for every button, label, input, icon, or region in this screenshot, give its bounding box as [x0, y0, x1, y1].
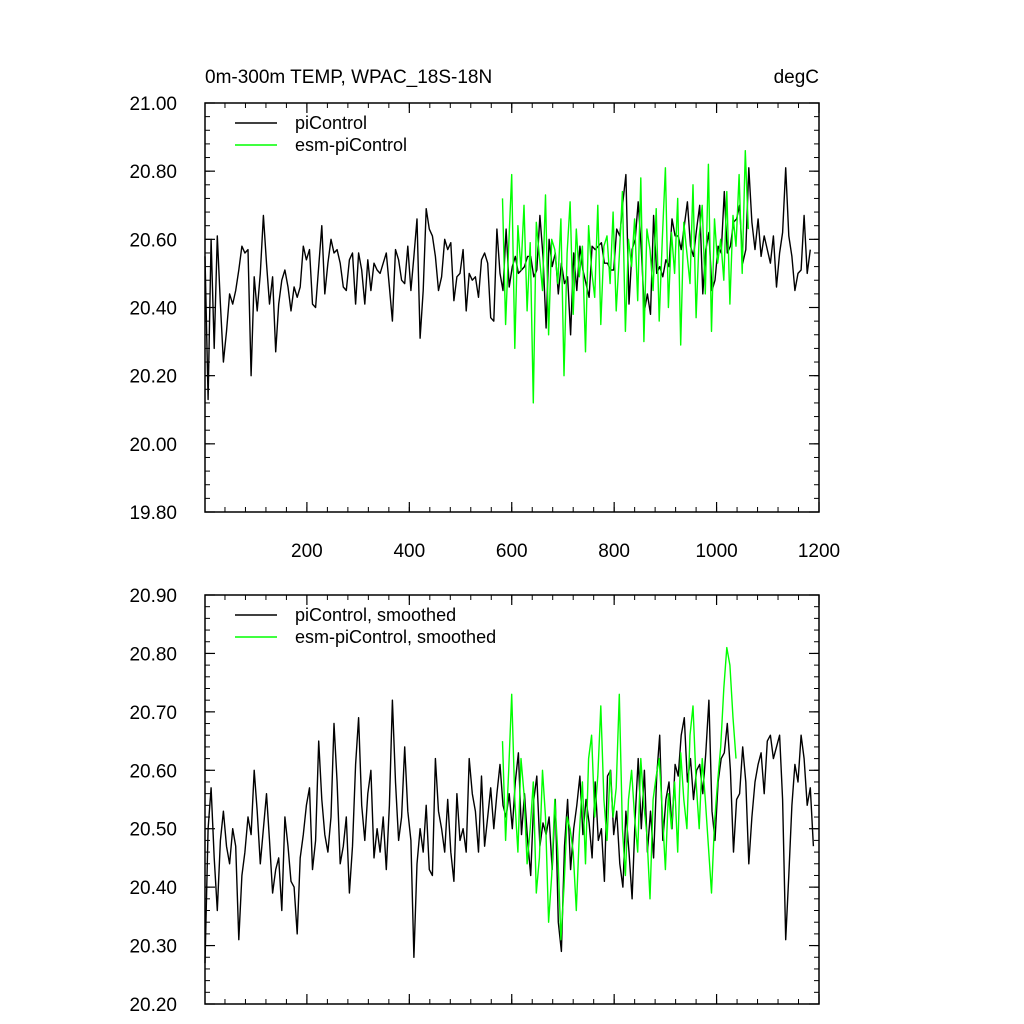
- bottom-series-line-esm-picontrol: [501, 646, 737, 941]
- bottom-ytick-label: 20.50: [129, 820, 177, 841]
- bottom-ytick-label: 20.60: [129, 761, 177, 782]
- bottom-ytick-label: 20.30: [129, 937, 177, 958]
- bottom-ytick-label: 20.80: [129, 644, 177, 665]
- bottom-series-line-picontrol: [204, 699, 815, 964]
- top-panel: 19.80 20.00 20.20 20.40 20.60 20.80 21.00 200 40…: [129, 94, 840, 562]
- bottom-series-lines: [204, 646, 815, 964]
- bottom-legend-label: esm-piControl, smoothed: [295, 627, 496, 647]
- top-ytick-label: 20.60: [129, 230, 177, 251]
- units-label: degC: [774, 67, 819, 88]
- top-xtick-label: 1000: [695, 541, 737, 562]
- chart-title: 0m-300m TEMP, WPAC_18S-18N: [205, 67, 492, 88]
- bottom-legend-label: piControl, smoothed: [295, 605, 456, 625]
- top-ticks: 19.80 20.00 20.20 20.40 20.60 20.80 21.00 200 40…: [129, 94, 840, 562]
- top-xtick-label: 200: [291, 541, 323, 562]
- top-xtick-label: 400: [393, 541, 425, 562]
- top-ytick-label: 20.00: [129, 435, 177, 456]
- top-series-line-esm-picontrol: [501, 149, 749, 404]
- top-xtick-label: 800: [598, 541, 630, 562]
- bottom-ticks: 20.20 20.30 20.40 20.50 20.60 20.70 20.80 20.90: [129, 586, 820, 1016]
- top-legend-label: esm-piControl: [295, 135, 407, 155]
- top-series-lines: [204, 149, 811, 404]
- bottom-plot-frame: [204, 594, 820, 1005]
- bottom-ytick-label: 20.40: [129, 878, 177, 899]
- top-xtick-label: 1200: [798, 541, 840, 562]
- top-xtick-label: 600: [496, 541, 528, 562]
- top-ytick-label: 19.80: [129, 503, 177, 524]
- top-legend-label: piControl: [295, 113, 367, 133]
- bottom-ytick-label: 20.70: [129, 703, 177, 724]
- bottom-ytick-label: 20.90: [129, 586, 177, 607]
- bottom-panel: 20.20 20.30 20.40 20.50 20.60 20.70 20.80 20.90…: [129, 586, 820, 1016]
- top-ytick-label: 20.40: [129, 299, 177, 320]
- bottom-ytick-label: 20.20: [129, 995, 177, 1016]
- top-ytick-label: 20.80: [129, 162, 177, 183]
- top-ytick-label: 21.00: [129, 94, 177, 115]
- top-ytick-label: 20.20: [129, 367, 177, 388]
- top-plot-frame: [204, 102, 820, 513]
